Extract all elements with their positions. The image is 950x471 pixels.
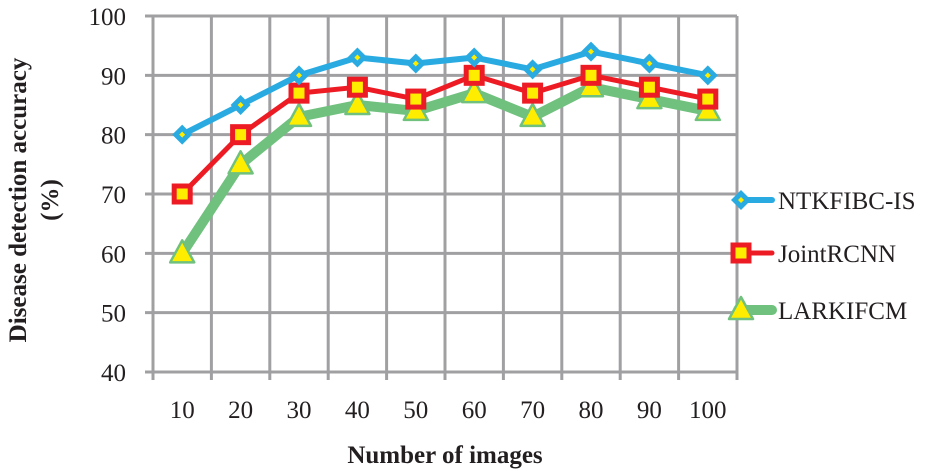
x-tick-label: 10 (170, 397, 195, 424)
y-tick-label: 100 (89, 4, 127, 31)
series-line (179, 48, 711, 138)
legend: NTKFIBC-IS JointRCNN LARKIFCM (727, 188, 916, 325)
triangle-marker (344, 90, 371, 116)
x-tick-label: 40 (345, 397, 370, 424)
legend-label: JointRCNN (778, 241, 896, 268)
triangle-marker (727, 295, 755, 321)
x-tick-label: 20 (228, 397, 253, 424)
y-tick-label: 40 (101, 360, 126, 387)
legend-item-jointrcnn: JointRCNN (730, 241, 896, 268)
triangle-marker (519, 102, 546, 128)
series-line (179, 72, 711, 197)
square-marker (288, 82, 310, 104)
y-tick-label: 70 (101, 182, 126, 209)
square-marker (346, 76, 368, 98)
square-marker (730, 242, 752, 264)
square-marker (638, 76, 660, 98)
x-tick-label: 100 (689, 397, 727, 424)
y-tick-label: 50 (101, 301, 126, 328)
y-axis-title: Disease detection accuracy (%) (5, 57, 64, 342)
legend-label: NTKFIBC-IS (778, 188, 916, 215)
square-marker (463, 64, 485, 86)
triangle-marker (227, 150, 254, 175)
triangle-marker (285, 102, 313, 128)
y-tick-label: 60 (101, 241, 126, 268)
square-marker (697, 88, 719, 110)
x-tick-label: 70 (520, 397, 545, 424)
square-marker (171, 183, 193, 205)
y-tick-label: 90 (101, 63, 126, 90)
y-axis-title-line-1: Disease detection accuracy (5, 57, 32, 342)
series-ntkfibc-is (172, 41, 718, 145)
square-marker (580, 64, 602, 86)
legend-item-larkifcm: LARKIFCM (727, 295, 907, 325)
series-jointrcnn (171, 64, 719, 205)
x-tick-label: 30 (287, 397, 312, 424)
x-axis-title: Number of images (347, 442, 543, 469)
x-tick-label: 50 (403, 397, 428, 424)
x-axis-ticks: 10 20 30 40 50 60 70 80 90 100 (170, 397, 727, 424)
y-axis-ticks: 40 50 60 70 80 90 100 (89, 4, 127, 387)
data-series (168, 41, 722, 264)
series-line (177, 82, 713, 259)
y-axis-title-line-2: (%) (37, 179, 64, 221)
legend-label: LARKIFCM (778, 298, 907, 325)
triangle-marker (168, 239, 196, 264)
legend-item-ntkfibc-is: NTKFIBC-IS (731, 188, 916, 215)
square-marker (405, 88, 427, 110)
x-tick-label: 90 (637, 397, 662, 424)
x-tick-label: 60 (462, 397, 487, 424)
square-marker (522, 82, 544, 104)
y-tick-label: 80 (101, 123, 126, 150)
triangle-marker (460, 78, 488, 104)
square-marker (230, 124, 252, 146)
x-tick-label: 80 (579, 397, 604, 424)
